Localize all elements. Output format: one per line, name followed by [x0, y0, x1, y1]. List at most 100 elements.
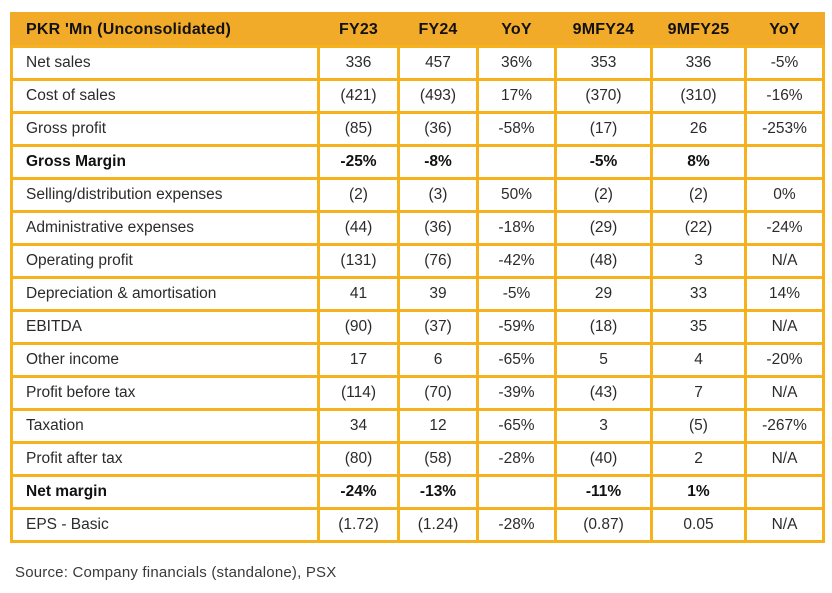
table-row: Gross Margin -25% -8% -5% 8% — [10, 144, 825, 180]
table-row: Selling/distribution expenses (2) (3) 50% (2… — [10, 177, 825, 213]
value-cell: -16% — [744, 78, 825, 114]
value-cell: 0% — [744, 177, 825, 213]
value-cell: (90) — [317, 309, 400, 345]
row-label: Net margin — [10, 474, 320, 510]
value-cell: (22) — [650, 210, 747, 246]
value-cell: N/A — [744, 309, 825, 345]
value-cell: 3 — [650, 243, 747, 279]
value-cell: -58% — [476, 111, 557, 147]
value-cell: -25% — [317, 144, 400, 180]
table-row: Operating profit (131) (76) -42% (48) 3 N/A — [10, 243, 825, 279]
value-cell: -28% — [476, 441, 557, 477]
value-cell: -65% — [476, 342, 557, 378]
value-cell: -8% — [397, 144, 479, 180]
header-9mfy25: 9MFY25 — [650, 12, 747, 48]
value-cell: 17 — [317, 342, 400, 378]
value-cell: (85) — [317, 111, 400, 147]
value-cell: -5% — [476, 276, 557, 312]
value-cell: (0.87) — [554, 507, 653, 543]
value-cell: (1.72) — [317, 507, 400, 543]
value-cell: 4 — [650, 342, 747, 378]
value-cell: 6 — [397, 342, 479, 378]
value-cell — [476, 474, 557, 510]
header-fy23: FY23 — [317, 12, 400, 48]
value-cell: (40) — [554, 441, 653, 477]
value-cell: -24% — [317, 474, 400, 510]
row-label: EPS - Basic — [10, 507, 320, 543]
value-cell: 336 — [317, 45, 400, 81]
value-cell: (2) — [554, 177, 653, 213]
value-cell: 7 — [650, 375, 747, 411]
row-label: Administrative expenses — [10, 210, 320, 246]
value-cell: (421) — [317, 78, 400, 114]
value-cell — [476, 144, 557, 180]
value-cell: 0.05 — [650, 507, 747, 543]
value-cell: (2) — [317, 177, 400, 213]
table-row: Taxation 34 12 -65% 3 (5) -267% — [10, 408, 825, 444]
value-cell: (5) — [650, 408, 747, 444]
value-cell: (114) — [317, 375, 400, 411]
header-fy24: FY24 — [397, 12, 479, 48]
value-cell: -5% — [554, 144, 653, 180]
table-row: Other income 17 6 -65% 5 4 -20% — [10, 342, 825, 378]
value-cell: (18) — [554, 309, 653, 345]
value-cell: -24% — [744, 210, 825, 246]
value-cell: (29) — [554, 210, 653, 246]
table-row: EBITDA (90) (37) -59% (18) 35 N/A — [10, 309, 825, 345]
value-cell: -13% — [397, 474, 479, 510]
value-cell: -267% — [744, 408, 825, 444]
value-cell: (48) — [554, 243, 653, 279]
value-cell: -11% — [554, 474, 653, 510]
value-cell: N/A — [744, 243, 825, 279]
value-cell: (80) — [317, 441, 400, 477]
value-cell: -28% — [476, 507, 557, 543]
row-label: Profit before tax — [10, 375, 320, 411]
table-row: Gross profit (85) (36) -58% (17) 26 -253% — [10, 111, 825, 147]
value-cell: (370) — [554, 78, 653, 114]
value-cell: 457 — [397, 45, 479, 81]
value-cell: 2 — [650, 441, 747, 477]
value-cell: 1% — [650, 474, 747, 510]
header-yoy: YoY — [476, 12, 557, 48]
table-row: Cost of sales (421) (493) 17% (370) (310) -16% — [10, 78, 825, 114]
value-cell: N/A — [744, 441, 825, 477]
value-cell: N/A — [744, 375, 825, 411]
value-cell: -39% — [476, 375, 557, 411]
table-row: Depreciation & amortisation 41 39 -5% 29 33 14… — [10, 276, 825, 312]
value-cell: (310) — [650, 78, 747, 114]
value-cell: 5 — [554, 342, 653, 378]
table-row: EPS - Basic (1.72) (1.24) -28% (0.87) 0.05 N/A — [10, 507, 825, 543]
header-9mfy24: 9MFY24 — [554, 12, 653, 48]
row-label: Selling/distribution expenses — [10, 177, 320, 213]
row-label: Operating profit — [10, 243, 320, 279]
value-cell: 14% — [744, 276, 825, 312]
value-cell: 17% — [476, 78, 557, 114]
header-title: PKR 'Mn (Unconsolidated) — [10, 12, 320, 48]
row-label: Net sales — [10, 45, 320, 81]
row-label: Profit after tax — [10, 441, 320, 477]
value-cell: (43) — [554, 375, 653, 411]
value-cell — [744, 474, 825, 510]
table-row: Administrative expenses (44) (36) -18% (29)(… — [10, 210, 825, 246]
value-cell: 34 — [317, 408, 400, 444]
value-cell: 50% — [476, 177, 557, 213]
header-yoy-2: YoY — [744, 12, 825, 48]
value-cell: 353 — [554, 45, 653, 81]
table-body: Net sales 336 457 36% 353 336 -5% Cost of sales… — [10, 45, 825, 543]
table-row: Net sales 336 457 36% 353 336 -5% — [10, 45, 825, 81]
value-cell: 29 — [554, 276, 653, 312]
value-cell: (1.24) — [397, 507, 479, 543]
value-cell: 36% — [476, 45, 557, 81]
value-cell: -18% — [476, 210, 557, 246]
row-label: Gross profit — [10, 111, 320, 147]
value-cell: (58) — [397, 441, 479, 477]
table-row: Net margin -24% -13% -11% 1% — [10, 474, 825, 510]
row-label: Other income — [10, 342, 320, 378]
value-cell: (3) — [397, 177, 479, 213]
value-cell: (37) — [397, 309, 479, 345]
value-cell: (17) — [554, 111, 653, 147]
financials-table: PKR 'Mn (Unconsolidated) FY23 FY24 YoY 9… — [10, 12, 825, 543]
row-label: EBITDA — [10, 309, 320, 345]
value-cell: -5% — [744, 45, 825, 81]
